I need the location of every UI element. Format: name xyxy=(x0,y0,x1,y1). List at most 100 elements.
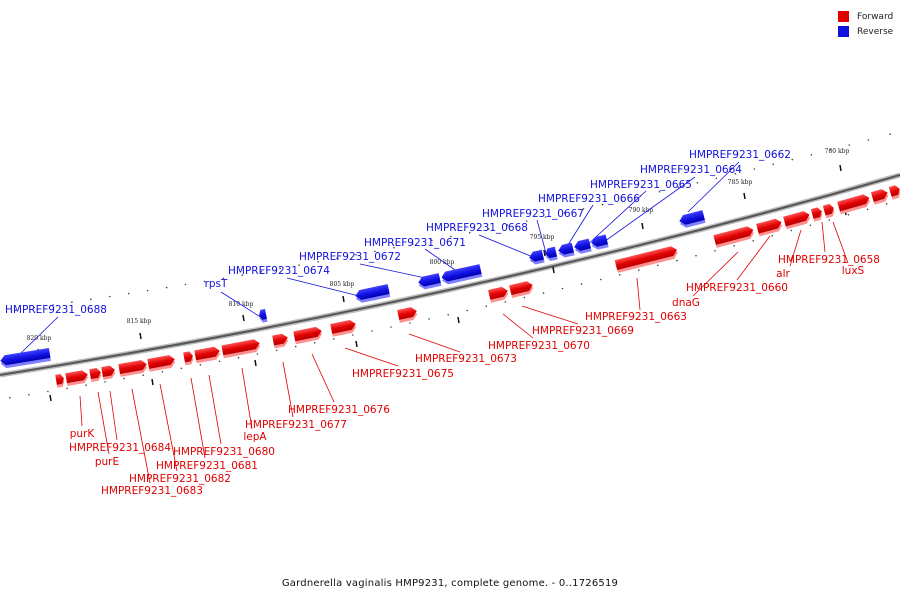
scale-dot xyxy=(889,133,891,135)
forward-gene-label: HMPREF9231_0675 xyxy=(352,368,454,380)
reverse-gene-arrow xyxy=(0,348,51,369)
forward-gene-label: HMPREF9231_0682 xyxy=(129,473,231,485)
forward-gene-label: HMPREF9231_0670 xyxy=(488,340,590,352)
forward-gene-label: alr xyxy=(776,268,790,280)
scale-dot xyxy=(165,286,168,289)
scale-dot xyxy=(809,224,812,227)
scale-dot xyxy=(237,356,240,359)
reverse-gene-label: HMPREF9231_0666 xyxy=(538,193,640,205)
forward-gene-label: HMPREF9231_0681 xyxy=(156,460,258,472)
scale-marker xyxy=(242,314,245,322)
reverse-label-leader xyxy=(536,219,547,254)
scale-dot xyxy=(542,292,545,294)
forward-gene-arrow xyxy=(183,351,194,366)
scale-dot xyxy=(374,250,376,253)
legend-reverse: Reverse xyxy=(838,24,893,39)
reverse-label-leader xyxy=(565,204,594,249)
forward-gene-arrow xyxy=(330,319,357,337)
scale-dot xyxy=(47,390,49,393)
scale-dot xyxy=(127,292,130,295)
gene-arrow-body xyxy=(101,365,115,377)
forward-gene-arrow xyxy=(888,185,900,200)
reverse-label-leader xyxy=(359,263,431,280)
scale-marker xyxy=(743,192,746,200)
legend-reverse-label: Reverse xyxy=(857,26,894,37)
scale-dot xyxy=(618,274,621,276)
forward-label-leader xyxy=(131,388,151,484)
scale-dot xyxy=(180,367,183,370)
scale-dot xyxy=(561,287,564,290)
forward-label-leader xyxy=(241,367,253,430)
forward-gene-arrow xyxy=(221,339,261,359)
reverse-label-leader xyxy=(424,248,459,273)
scale-dot xyxy=(733,245,735,247)
forward-swatch xyxy=(838,11,849,22)
scale-dot xyxy=(390,326,392,328)
gene-arrow-body xyxy=(147,355,175,369)
scale-dot xyxy=(810,154,813,156)
scale-marker xyxy=(457,316,460,324)
forward-gene-arrow xyxy=(55,374,65,388)
gene-arrow-body xyxy=(837,194,870,212)
scale-label: 800 kbp xyxy=(430,259,455,266)
gene-arrow-body xyxy=(330,319,356,334)
reverse-gene-arrow xyxy=(441,264,483,285)
forward-gene-label: purE xyxy=(95,456,119,468)
scale-marker xyxy=(49,394,52,402)
gene-arrow-body xyxy=(183,351,193,363)
scale-dot xyxy=(203,280,206,283)
scale-dot xyxy=(409,322,411,324)
scale-dot xyxy=(867,139,870,141)
forward-gene-arrow xyxy=(65,370,89,387)
gene-arrow-body xyxy=(418,273,441,287)
gene-arrow-body xyxy=(89,367,101,380)
scale-dot xyxy=(294,345,297,348)
forward-gene-arrow xyxy=(293,326,323,345)
gene-arrow-body xyxy=(713,226,754,245)
scale-dot xyxy=(847,213,850,216)
forward-label-leader xyxy=(344,347,399,367)
gene-arrow-body xyxy=(591,234,608,247)
forward-gene-label: HMPREF9231_0663 xyxy=(585,311,687,323)
forward-gene-arrow xyxy=(614,246,678,273)
gene-arrow-body xyxy=(888,185,900,197)
gene-arrow-body xyxy=(259,309,267,320)
scale-dot xyxy=(504,301,507,303)
reverse-label-leader xyxy=(687,161,740,213)
scale-dot xyxy=(620,199,623,202)
gene-arrow-body xyxy=(397,307,417,320)
forward-gene-arrow xyxy=(397,307,418,323)
forward-gene-arrow xyxy=(870,189,889,205)
gene-arrow-body xyxy=(529,249,544,262)
scale-dot xyxy=(582,208,585,210)
scale-dot xyxy=(298,264,300,267)
gene-arrow-body xyxy=(558,242,574,255)
scale-marker xyxy=(342,295,345,303)
axis-line xyxy=(0,174,900,376)
genome-caption: Gardnerella vaginalis HMP9231, complete … xyxy=(281,578,619,589)
reverse-gene-arrow xyxy=(679,210,706,228)
scale-dot xyxy=(33,306,35,309)
forward-gene-arrow xyxy=(118,360,148,377)
gene-arrows xyxy=(0,185,900,388)
reverse-gene-label: HMPREF9231_0688 xyxy=(5,304,107,316)
scale-dot xyxy=(184,283,187,286)
scale-dot xyxy=(447,313,450,316)
scale-marker xyxy=(355,340,358,348)
forward-gene-arrow xyxy=(822,203,835,219)
gene-arrow-body xyxy=(194,346,220,361)
forward-gene-label: HMPREF9231_0683 xyxy=(101,485,203,497)
reverse-gene-label: HMPREF9231_0668 xyxy=(426,222,528,234)
forward-gene-arrow xyxy=(272,333,289,349)
scale-dot xyxy=(371,330,373,332)
scale-label: 780 kbp xyxy=(825,148,850,155)
scale-dot xyxy=(66,387,68,390)
scale-dot xyxy=(828,219,831,221)
forward-gene-label: HMPREF9231_0684 xyxy=(69,442,171,454)
forward-label-leader xyxy=(208,374,222,445)
scale-dot xyxy=(487,228,490,230)
forward-gene-label: HMPREF9231_0677 xyxy=(245,419,347,431)
scale-dot xyxy=(523,296,526,299)
